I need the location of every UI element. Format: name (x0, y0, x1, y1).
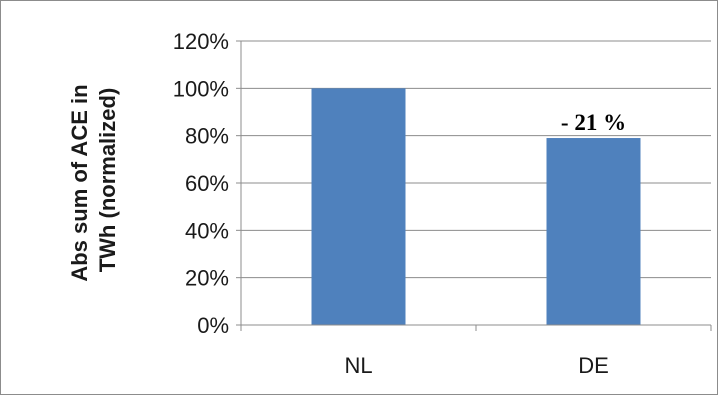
y-tick-label: 100% (173, 76, 229, 101)
y-tick-label: 20% (185, 266, 229, 291)
labels: 0% 20% 40% 60% 80% 100% 120% NL DE - 21 % (173, 29, 626, 378)
bar-de (546, 138, 641, 325)
y-tick-label: 80% (185, 124, 229, 149)
y-tick-label: 120% (173, 29, 229, 54)
bars (311, 88, 641, 325)
data-label-de: - 21 % (561, 110, 626, 135)
bar-nl (311, 88, 406, 325)
axes (236, 40, 712, 331)
y-tick-label: 60% (185, 171, 229, 196)
x-tick-label: NL (344, 353, 372, 378)
y-tick-label: 0% (197, 313, 229, 338)
y-axis-title-line-1: Abs sum of ACE in (67, 84, 92, 281)
y-axis-title-line-2: TWh (normalized) (95, 88, 120, 273)
y-tick-label: 40% (185, 218, 229, 243)
y-axis-title: Abs sum of ACE in TWh (normalized) (67, 78, 120, 281)
x-tick-label: DE (578, 353, 609, 378)
